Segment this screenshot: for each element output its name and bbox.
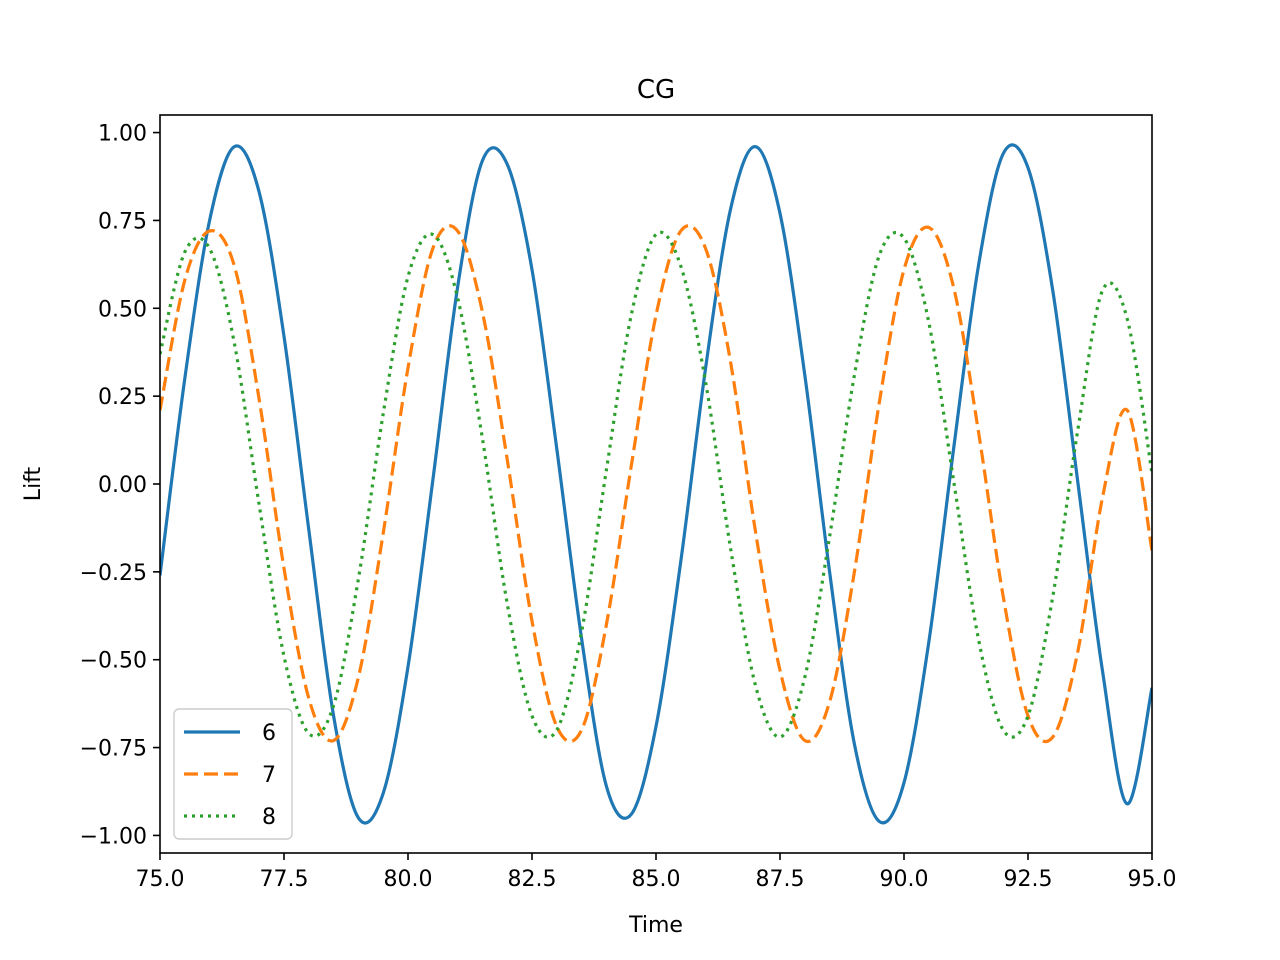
series-lines — [160, 143, 1152, 825]
legend-label-8: 8 — [262, 805, 276, 830]
y-axis-label: Lift — [21, 466, 46, 501]
y-tick-label: 0.00 — [98, 473, 147, 498]
y-tick-label: −1.00 — [80, 824, 147, 849]
y-tick-label: −0.75 — [80, 737, 147, 762]
chart-title: CG — [637, 75, 675, 105]
x-tick-label: 75.0 — [136, 867, 185, 892]
x-axis-ticks: 75.0 77.5 80.0 82.5 85.0 87.5 90.0 92.5 95.0 — [136, 853, 1177, 892]
x-tick-label: 92.5 — [1004, 867, 1053, 892]
legend: 6 7 8 — [173, 708, 293, 840]
legend-label-7: 7 — [262, 763, 276, 788]
y-tick-label: −0.25 — [80, 561, 147, 586]
series-line-6 — [160, 143, 1152, 825]
x-tick-label: 82.5 — [508, 867, 557, 892]
x-tick-label: 95.0 — [1128, 867, 1177, 892]
y-tick-label: 0.50 — [98, 297, 147, 322]
y-tick-label: 0.75 — [98, 209, 147, 234]
legend-label-6: 6 — [262, 721, 276, 746]
y-tick-label: 0.25 — [98, 385, 147, 410]
x-tick-label: 80.0 — [384, 867, 433, 892]
x-tick-label: 85.0 — [632, 867, 681, 892]
x-tick-label: 87.5 — [756, 867, 805, 892]
x-tick-label: 77.5 — [260, 867, 309, 892]
x-tick-label: 90.0 — [880, 867, 929, 892]
y-axis-ticks: 1.00 0.75 0.50 0.25 0.00 −0.25 −0.50 −0.75 −1.00 — [80, 122, 160, 849]
series-line-8 — [160, 230, 1152, 739]
y-tick-label: −0.50 — [80, 649, 147, 674]
series-line-7 — [160, 224, 1152, 744]
y-tick-label: 1.00 — [98, 122, 147, 147]
x-axis-label: Time — [628, 913, 683, 938]
